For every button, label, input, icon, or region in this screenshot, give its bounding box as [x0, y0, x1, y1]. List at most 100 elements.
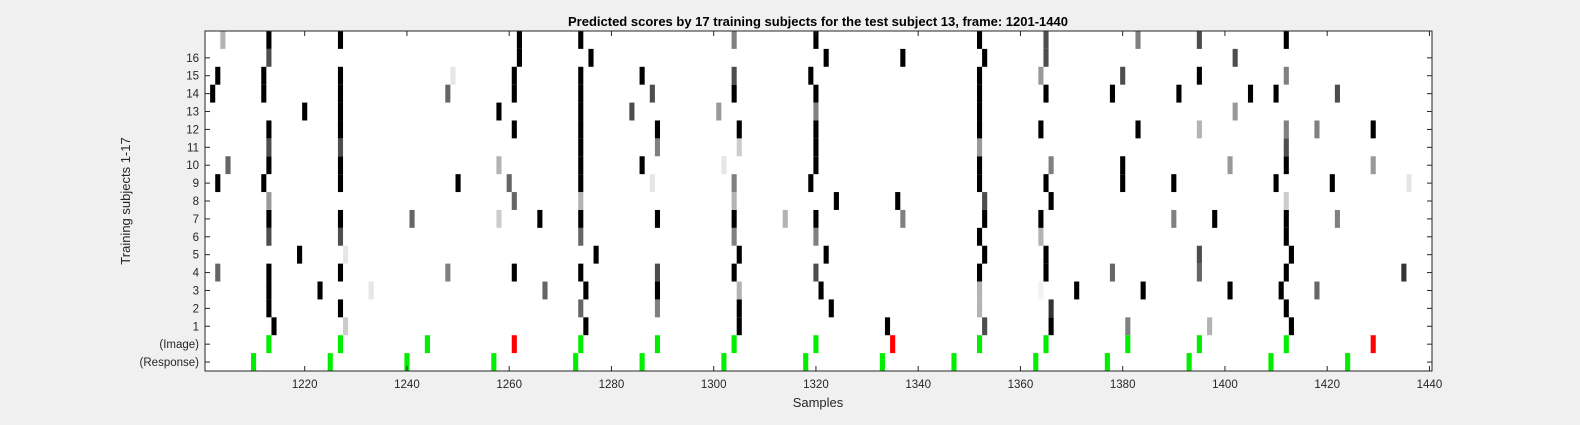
- heatmap-cell: [337, 120, 344, 139]
- y-tick-label: 6: [193, 232, 199, 244]
- heatmap-cell: [368, 281, 374, 300]
- response-marker: [721, 353, 727, 371]
- y-tick-label: 14: [186, 89, 199, 101]
- heatmap-cell: [654, 299, 661, 318]
- heatmap-cell: [818, 281, 824, 300]
- image-marker: [1196, 335, 1202, 354]
- heatmap-cell: [654, 209, 661, 228]
- heatmap-cell: [1314, 281, 1320, 300]
- y-tick-label: 7: [193, 214, 199, 226]
- heatmap-cell: [1196, 120, 1202, 139]
- heatmap-cell: [1038, 66, 1044, 85]
- image-marker: [813, 335, 819, 354]
- heatmap-cell: [654, 281, 661, 300]
- y-tick-label: 16: [186, 53, 199, 65]
- heatmap-cell: [1283, 120, 1289, 139]
- heatmap-cell: [1038, 227, 1044, 246]
- heatmap-cell: [1232, 48, 1238, 67]
- heatmap-cell: [337, 299, 344, 318]
- heatmap-cell: [736, 281, 742, 300]
- heatmap-cell: [593, 245, 599, 264]
- heatmap-cell: [1043, 263, 1049, 282]
- x-tick-label: 1240: [394, 379, 420, 391]
- heatmap-cell: [578, 102, 584, 121]
- heatmap-cell: [982, 317, 988, 336]
- response-marker: [879, 353, 885, 371]
- heatmap-cell: [409, 209, 415, 228]
- heatmap-cell: [337, 138, 344, 157]
- heatmap-cell: [649, 84, 655, 103]
- heatmap-cell: [266, 263, 272, 282]
- heatmap-cell: [976, 299, 983, 318]
- heatmap-cell: [266, 138, 272, 157]
- heatmap-cell: [1109, 84, 1116, 103]
- heatmap-cell: [266, 48, 272, 67]
- image-marker: [424, 335, 430, 354]
- heatmap-cell: [1370, 156, 1376, 175]
- heatmap-cell: [982, 192, 988, 210]
- heatmap-cell: [900, 48, 906, 67]
- heatmap-cell: [813, 156, 819, 175]
- heatmap-cell: [976, 84, 983, 103]
- heatmap-cell: [731, 227, 737, 246]
- heatmap-cell: [1283, 299, 1289, 318]
- heatmap-cell: [445, 263, 451, 282]
- heatmap-cell: [496, 156, 502, 175]
- heatmap-cell: [731, 31, 737, 49]
- heatmap-cell: [976, 263, 983, 282]
- heatmap-cell: [511, 263, 517, 282]
- heatmap-cell: [1171, 209, 1177, 228]
- heatmap-cell: [716, 102, 722, 121]
- plot-area: [204, 30, 1433, 372]
- heatmap-cell: [1048, 317, 1054, 336]
- heatmap-cell: [1406, 174, 1412, 193]
- heatmap-cell: [537, 209, 543, 228]
- y-tick-label: 4: [193, 268, 200, 280]
- response-marker: [491, 353, 497, 371]
- heatmap-cell: [1125, 317, 1131, 336]
- heatmap-cell: [215, 263, 221, 282]
- heatmap-cell: [731, 209, 737, 228]
- heatmap-cell: [1074, 281, 1080, 300]
- heatmap-cell: [639, 66, 645, 85]
- heatmap-cell: [736, 245, 742, 264]
- heatmap-cell: [1288, 245, 1294, 264]
- heatmap-cell: [337, 84, 344, 103]
- heatmap-cell: [1227, 281, 1233, 300]
- heatmap-cell: [266, 299, 272, 318]
- heatmap-cell: [654, 120, 661, 139]
- heatmap-cell: [1283, 263, 1289, 282]
- heatmap-cell: [266, 156, 272, 175]
- heatmap-cell: [982, 209, 988, 228]
- heatmap-cell: [721, 156, 727, 175]
- heatmap-cell: [266, 209, 272, 228]
- heatmap-cell: [445, 84, 451, 103]
- heatmap-cell: [1048, 299, 1054, 318]
- heatmap-cell: [1283, 192, 1289, 210]
- response-marker: [803, 353, 809, 371]
- heatmap-cell: [982, 48, 988, 67]
- heatmap-cell: [220, 31, 226, 49]
- heatmap-cell: [833, 192, 839, 210]
- heatmap-cell: [1283, 31, 1289, 49]
- heatmap-cell: [266, 281, 272, 300]
- heatmap-cell: [511, 66, 517, 85]
- heatmap-cell: [1109, 263, 1116, 282]
- heatmap-cell: [813, 263, 819, 282]
- heatmap-cell: [261, 84, 267, 103]
- response-marker: [639, 353, 645, 371]
- heatmap-cell: [736, 317, 742, 336]
- heatmap-cell: [629, 102, 635, 121]
- heatmap-cell: [1247, 84, 1254, 103]
- heatmap-cell: [266, 192, 272, 210]
- heatmap-cell: [649, 174, 655, 193]
- heatmap-cell: [317, 281, 323, 300]
- image-marker: [266, 335, 272, 354]
- heatmap-cell: [337, 66, 344, 85]
- x-tick-label: 1440: [1417, 379, 1443, 391]
- cells-layer: [210, 31, 1412, 336]
- heatmap-cell: [731, 174, 737, 193]
- heatmap-cell: [455, 174, 461, 193]
- heatmap-cell: [578, 299, 584, 318]
